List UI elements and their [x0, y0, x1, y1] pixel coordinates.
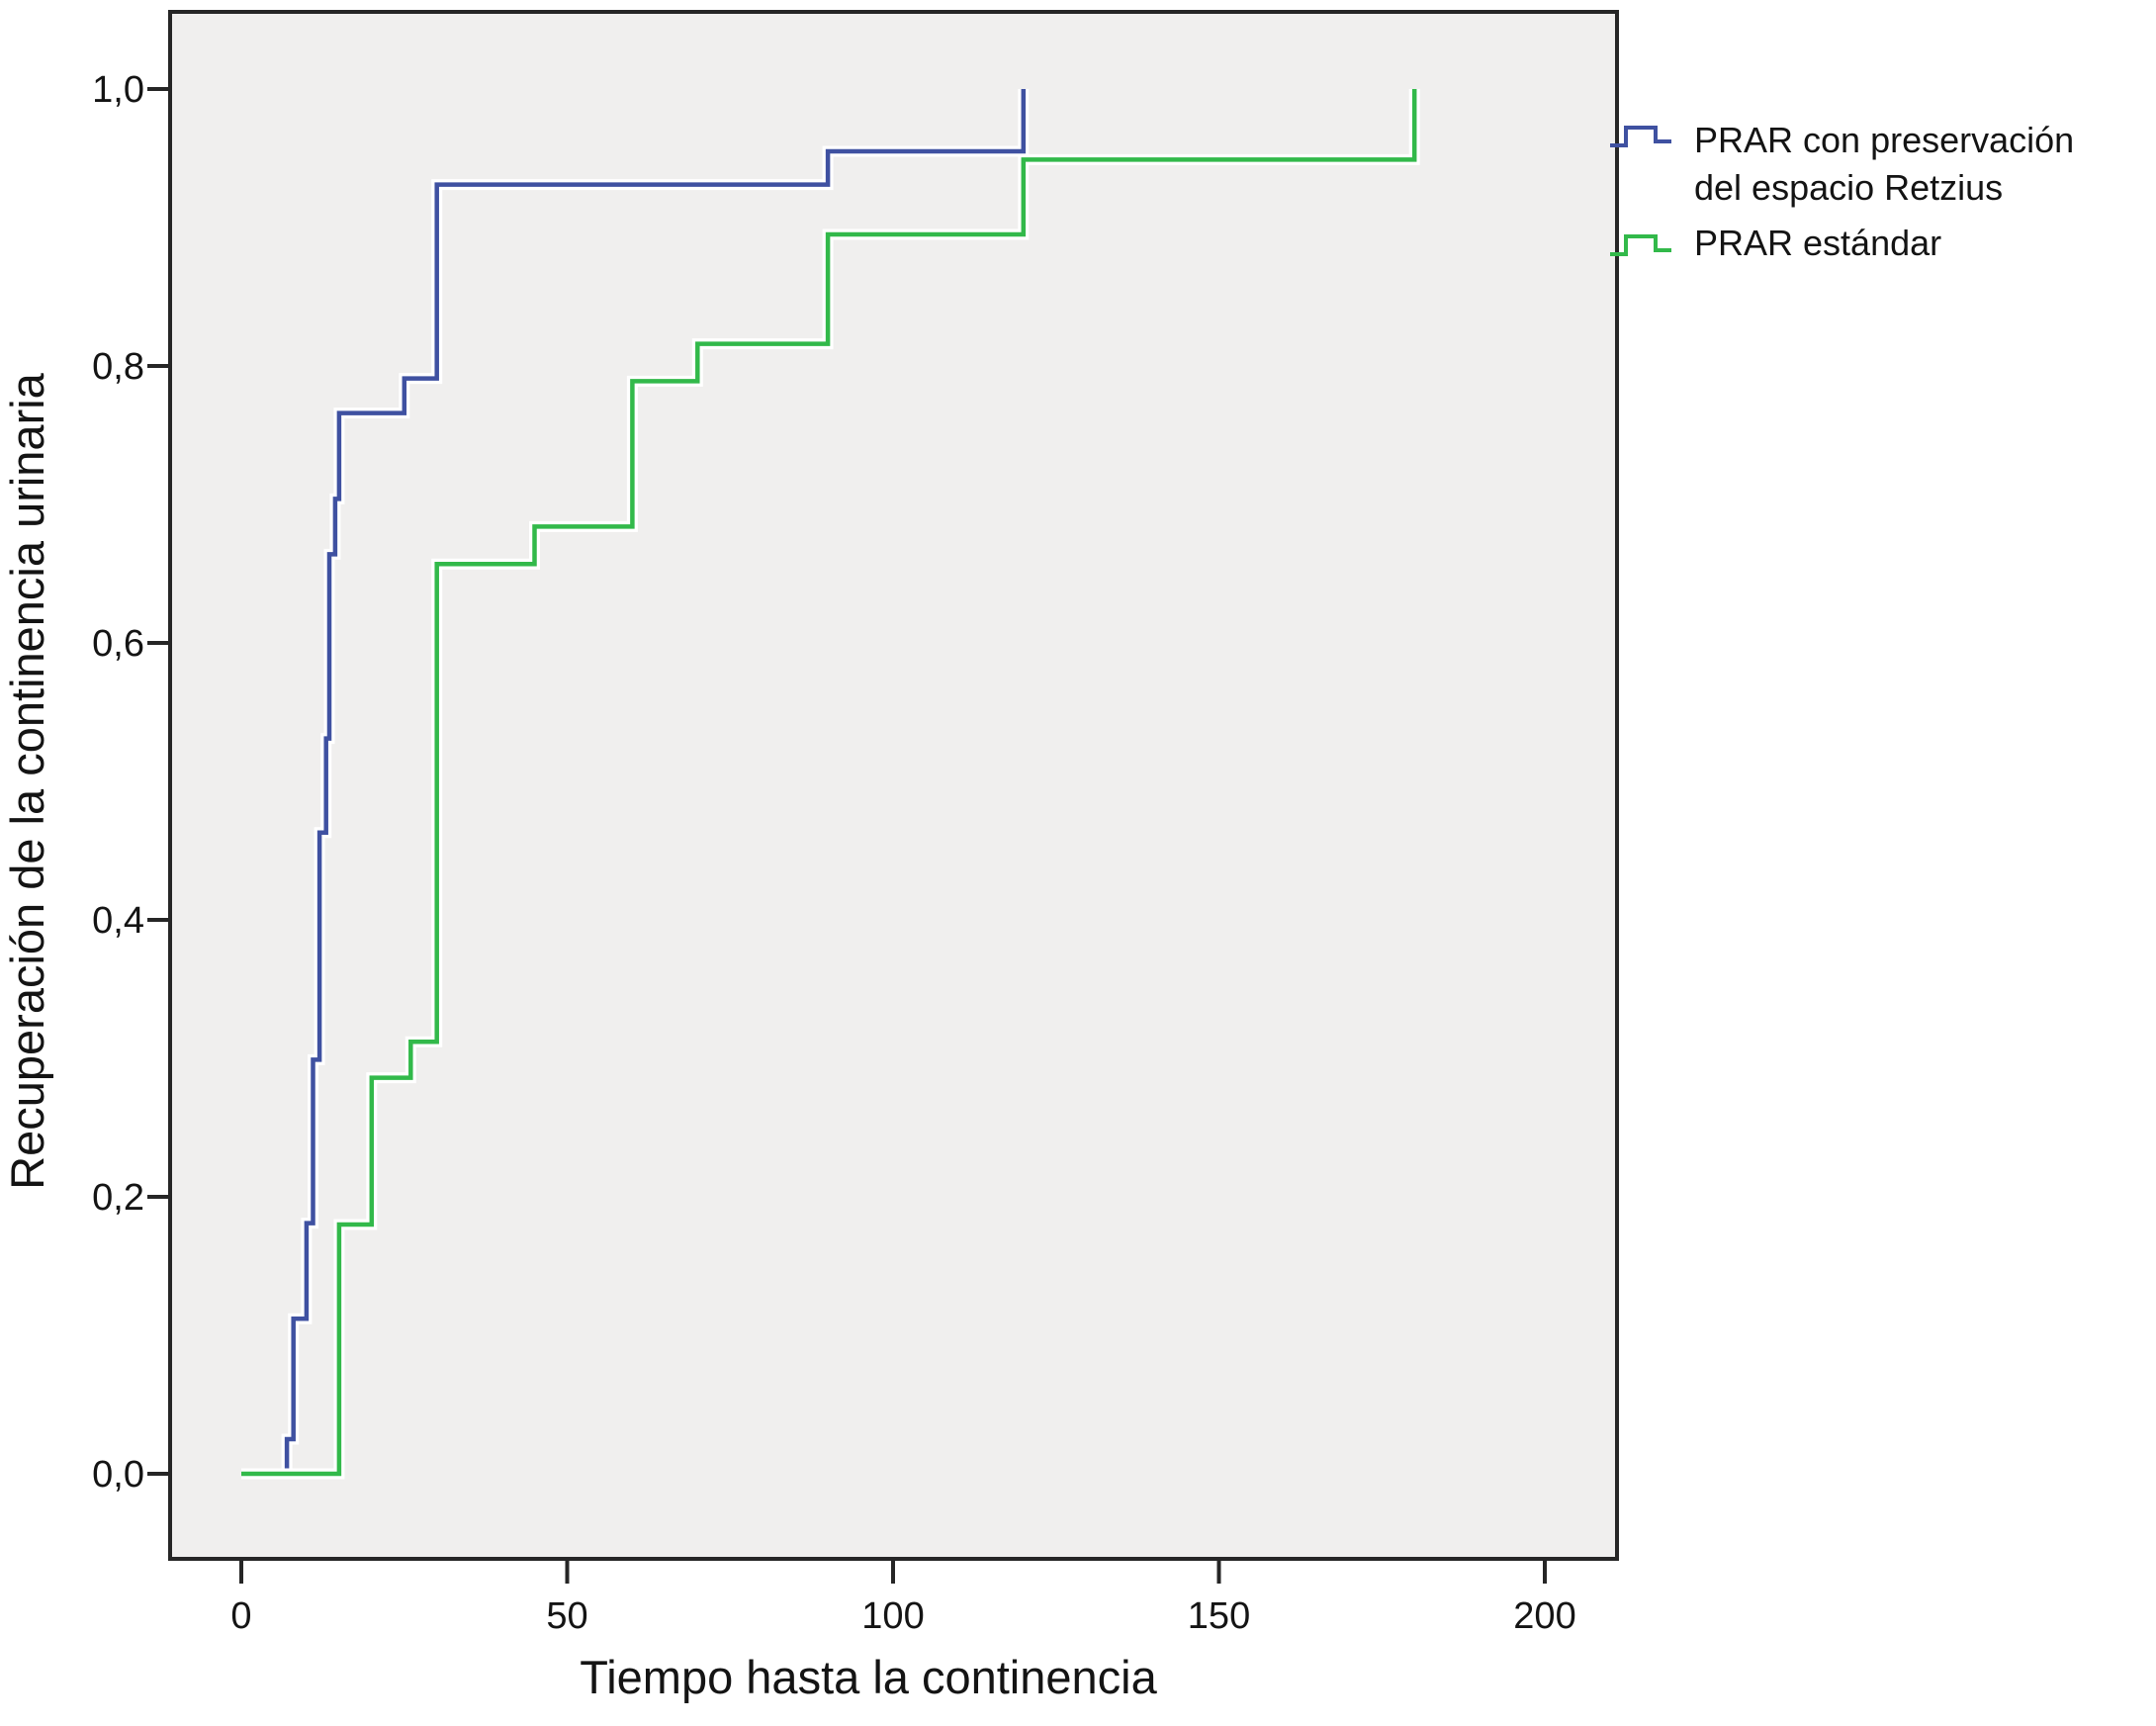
x-axis-title: Tiempo hasta la continencia — [580, 1651, 1157, 1703]
legend-label-retzius-line1: PRAR con preservación — [1694, 120, 2074, 160]
x-axis-tick-label: 50 — [546, 1595, 587, 1637]
legend-item-prar-estandar: PRAR estándar — [1610, 223, 1941, 263]
curve-prar-estandar — [241, 89, 1417, 1477]
curve-prar-retzius — [241, 89, 1027, 1477]
x-axis-tick-label: 150 — [1188, 1595, 1250, 1637]
y-axis-tick-label: 0,2 — [92, 1177, 144, 1219]
plot-panel — [168, 10, 1619, 1561]
y-axis-title: Recuperación de la continencia urinaria — [1, 372, 53, 1189]
legend-label-retzius-line2: del espacio Retzius — [1694, 167, 2003, 208]
legend-label-estandar: PRAR estándar — [1694, 223, 1941, 263]
y-axis-tick-label: 0,4 — [92, 900, 144, 942]
x-axis: 0 50 100 150 200 — [230, 1560, 1576, 1637]
y-axis: 0,0 0,2 0,4 0,6 0,8 1,0 — [92, 69, 169, 1496]
x-axis-tick-label: 0 — [230, 1595, 251, 1637]
y-axis-tick-label: 0,0 — [92, 1454, 144, 1496]
y-axis-tick-label: 0,6 — [92, 623, 144, 665]
x-axis-tick-label: 200 — [1513, 1595, 1575, 1637]
x-axis-tick-label: 100 — [861, 1595, 924, 1637]
curves-group — [241, 89, 1420, 1480]
y-axis-tick-label: 0,8 — [92, 346, 144, 388]
legend: PRAR con preservación del espacio Retziu… — [1610, 120, 2074, 263]
legend-line-sample-estandar-icon — [1610, 234, 1671, 256]
legend-line-sample-retzius-icon — [1610, 126, 1671, 147]
y-axis-tick-label: 1,0 — [92, 69, 144, 111]
legend-item-prar-retzius: PRAR con preservación del espacio Retziu… — [1610, 120, 2074, 208]
